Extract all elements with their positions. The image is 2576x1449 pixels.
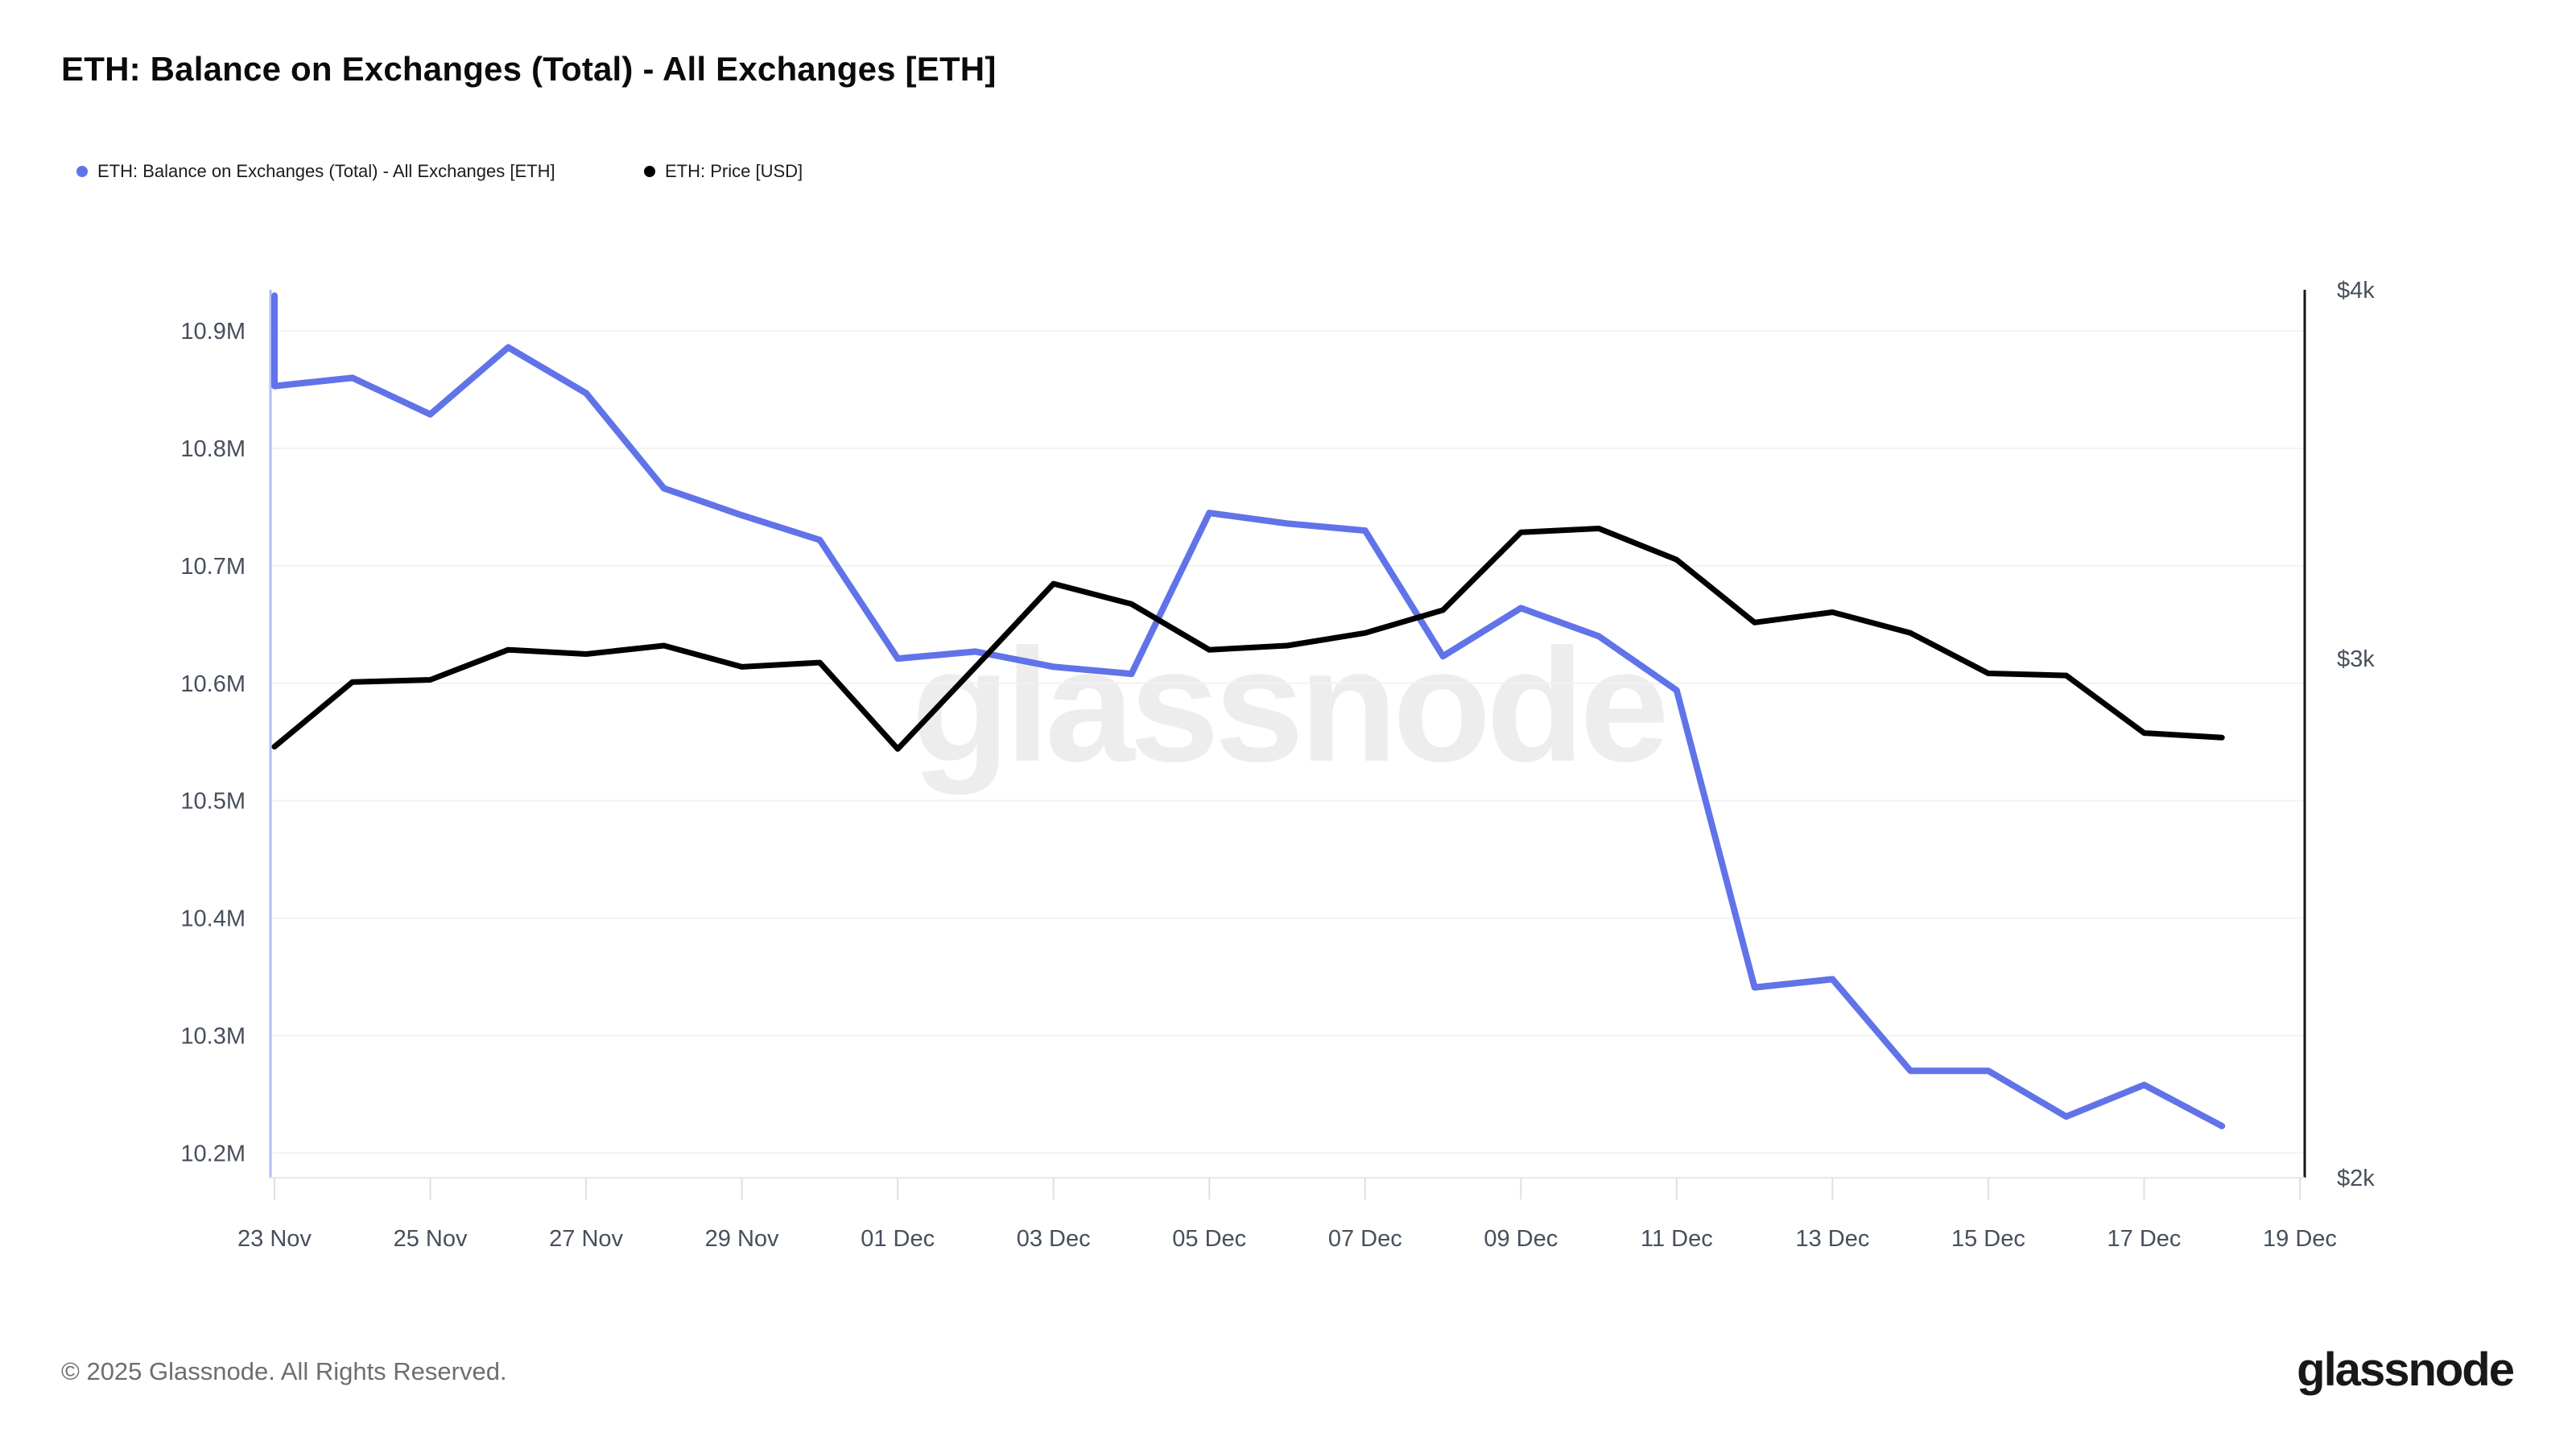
x-axis-label: 15 Dec	[1951, 1226, 2025, 1252]
x-axis-label: 29 Nov	[705, 1226, 779, 1252]
legend: ETH: Balance on Exchanges (Total) - All …	[76, 159, 555, 184]
left-axis-label: 10.4M	[180, 906, 246, 932]
x-axis-label: 09 Dec	[1484, 1226, 1558, 1252]
left-axis-label: 10.6M	[180, 671, 246, 697]
x-axis-label: 23 Nov	[237, 1226, 312, 1252]
balance-series-line[interactable]	[271, 292, 2226, 1129]
legend-label-balance: ETH: Balance on Exchanges (Total) - All …	[97, 161, 555, 181]
right-axis-label: $4k	[2337, 278, 2375, 303]
left-axis-label: 10.7M	[180, 554, 246, 580]
left-axis-label: 10.5M	[180, 789, 246, 815]
left-axis-label: 10.2M	[180, 1141, 246, 1166]
footer-copyright: © 2025 Glassnode. All Rights Reserved.	[61, 1357, 507, 1385]
glassnode-logo: glassnode	[2297, 1344, 2515, 1396]
right-axis-label: $2k	[2337, 1166, 2375, 1191]
x-axis-label: 25 Nov	[394, 1226, 468, 1252]
x-axis-label: 07 Dec	[1328, 1226, 1402, 1252]
left-axis-label: 10.3M	[180, 1023, 246, 1049]
x-axis-label: 27 Nov	[549, 1226, 623, 1252]
x-axis-label: 05 Dec	[1172, 1226, 1246, 1252]
x-axis-label: 01 Dec	[861, 1226, 935, 1252]
left-axis-label: 10.8M	[180, 436, 246, 462]
x-axis-label: 13 Dec	[1795, 1226, 1869, 1252]
left-axis-label: 10.9M	[180, 319, 246, 345]
page-title: ETH: Balance on Exchanges (Total) - All …	[61, 50, 997, 88]
legend-item-price[interactable]: ETH: Price [USD]	[644, 159, 803, 184]
price-legend-dot-icon	[644, 166, 655, 177]
balance-legend-dot-icon	[76, 166, 88, 177]
right-axis-label: $3k	[2337, 646, 2375, 672]
x-axis-label: 03 Dec	[1017, 1226, 1091, 1252]
legend-item-balance[interactable]: ETH: Balance on Exchanges (Total) - All …	[76, 161, 555, 182]
price-series-line[interactable]	[271, 526, 2225, 752]
x-axis-label: 19 Dec	[2263, 1226, 2337, 1252]
legend-label-price: ETH: Price [USD]	[665, 161, 803, 181]
x-axis-label: 11 Dec	[1641, 1226, 1713, 1252]
x-axis-label: 17 Dec	[2107, 1226, 2182, 1252]
